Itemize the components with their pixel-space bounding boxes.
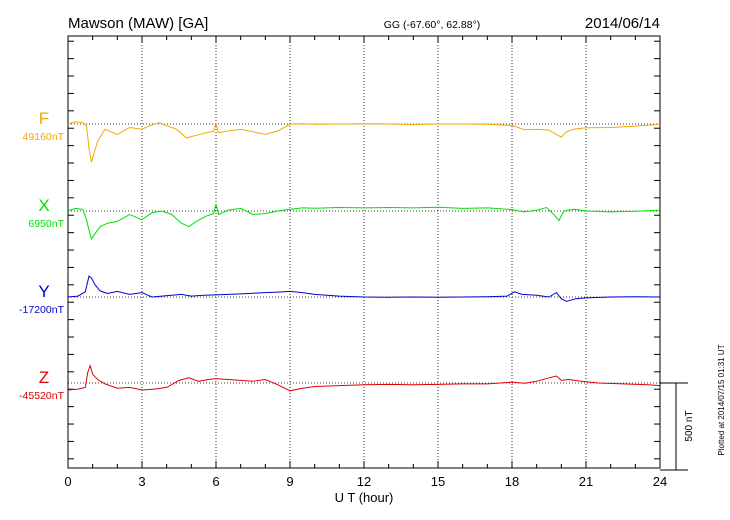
series-name-y: Y <box>38 282 49 301</box>
x-tick-label: 0 <box>64 474 71 489</box>
axis-ticks <box>67 36 661 468</box>
trace-f <box>67 121 661 163</box>
series-baseline-f: 49160nT <box>23 131 65 143</box>
x-tick-labels: 0 3 6 9 12 15 18 21 24 <box>64 474 667 489</box>
x-tick-label: 12 <box>357 474 371 489</box>
trace-y <box>67 275 661 302</box>
trace-z <box>67 363 661 392</box>
x-tick-label: 18 <box>505 474 519 489</box>
plot-date: 2014/06/14 <box>585 15 660 32</box>
grid-lines <box>141 36 587 468</box>
scale-bar: 500 nT <box>660 382 695 471</box>
series-baseline-y: -17200nT <box>19 304 65 316</box>
trace-x <box>67 203 661 240</box>
x-axis-label: U T (hour) <box>335 490 394 505</box>
series-name-z: Z <box>39 368 49 387</box>
x-tick-label: 15 <box>431 474 445 489</box>
station-coordinates: GG (-67.60°, 62.88°) <box>384 19 481 31</box>
x-tick-label: 21 <box>579 474 593 489</box>
x-tick-label: 24 <box>653 474 667 489</box>
x-tick-label: 9 <box>286 474 293 489</box>
plotted-at-note: Plotted at 2014/07/15 01:31 UT <box>717 344 726 455</box>
series-labels: F 49160nT X 6950nT Y -17200nT Z -45520nT <box>19 109 65 402</box>
series-baseline-x: 6950nT <box>28 218 64 230</box>
x-tick-label: 6 <box>212 474 219 489</box>
series-name-f: F <box>39 109 49 128</box>
series-traces <box>67 121 661 392</box>
scale-bar-label: 500 nT <box>684 410 695 441</box>
series-baseline-z: -45520nT <box>19 390 65 402</box>
station-title: Mawson (MAW) [GA] <box>68 15 208 32</box>
series-name-x: X <box>38 196 49 215</box>
x-tick-label: 3 <box>138 474 145 489</box>
baselines <box>68 123 688 384</box>
